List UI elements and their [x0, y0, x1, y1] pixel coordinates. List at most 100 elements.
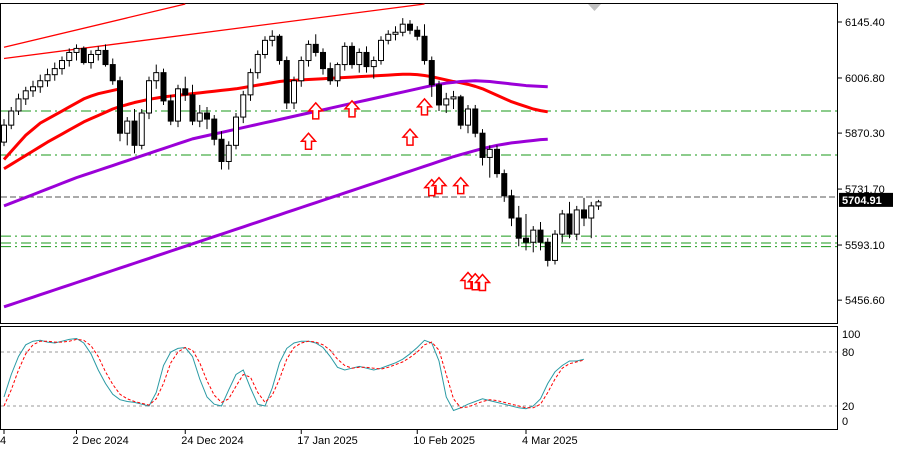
candle-body — [349, 45, 355, 66]
current-price-label: 5704.91 — [842, 195, 882, 207]
candle-body — [298, 60, 305, 82]
oscillator-tick-label: 100 — [842, 329, 860, 341]
candle-body — [530, 229, 537, 243]
candle-body — [494, 148, 500, 175]
candle-body — [182, 88, 189, 96]
candle-body — [552, 233, 558, 261]
moving-average-line — [3, 79, 548, 208]
candle-body — [392, 31, 399, 35]
candle-body — [399, 23, 406, 33]
oscillator-panel — [0, 326, 838, 430]
candle-body — [465, 108, 471, 126]
candle-body — [124, 120, 131, 134]
oscillator-tick-label: 80 — [842, 347, 854, 359]
up-arrow-icon — [401, 128, 419, 146]
candle-body — [1, 124, 7, 143]
up-arrow-icon — [343, 99, 361, 118]
candle-body — [479, 132, 486, 158]
up-arrow-icon — [452, 176, 470, 195]
candle-body — [523, 237, 529, 243]
candle-body — [160, 72, 167, 102]
candle-body — [515, 217, 522, 239]
candle-body — [262, 39, 268, 55]
candle-body — [247, 72, 254, 96]
candle-body — [138, 112, 145, 146]
candle-body — [109, 64, 116, 82]
candle-body — [204, 112, 210, 120]
candle-body — [385, 33, 392, 41]
time-tick-label: 24 Dec 2024 — [181, 435, 243, 447]
candle-body — [254, 53, 261, 74]
candle-body — [370, 60, 377, 68]
price-tick-label: 6006.80 — [845, 73, 885, 85]
candle-body — [291, 80, 297, 104]
candle-body — [421, 35, 428, 62]
time-tick-label: 10 Feb 2025 — [413, 435, 475, 447]
trend-line — [3, 3, 186, 48]
signal-arrows — [299, 97, 492, 292]
time-tick-label: 17 Jan 2025 — [297, 435, 358, 447]
candle-body — [356, 51, 363, 66]
candle-body — [443, 98, 450, 106]
candle-body — [189, 94, 196, 122]
price-axis: 6145.406006.805870.305731.705593.105456.… — [837, 17, 885, 307]
moving-averages — [3, 72, 548, 309]
candle-body — [44, 74, 51, 82]
oscillator-plot — [1, 337, 837, 412]
candle-body — [334, 64, 341, 82]
candle-body — [320, 51, 326, 70]
price-plot-area — [1, 3, 837, 309]
price-tick-label: 5870.30 — [845, 128, 885, 140]
candle-body — [117, 80, 123, 134]
candle-body — [218, 138, 225, 162]
candle-body — [276, 35, 283, 62]
candle-body — [363, 51, 370, 68]
candle-body — [240, 94, 247, 118]
candle-body — [37, 80, 44, 88]
candle-body — [167, 100, 174, 122]
oscillator-axis: 100 80 20 0 — [842, 329, 860, 428]
candle-body — [327, 68, 334, 82]
horizontal-levels — [1, 110, 837, 248]
candle-body — [472, 108, 479, 134]
candle-body — [233, 116, 239, 146]
candle-body — [22, 90, 29, 100]
up-arrow-icon — [415, 97, 434, 116]
candle-body — [131, 120, 138, 146]
oscillator-line — [3, 338, 585, 409]
candle-body — [15, 98, 22, 112]
up-arrow-icon — [473, 273, 492, 292]
candle-body — [501, 173, 508, 197]
candle-body — [486, 148, 493, 158]
candle-body — [312, 43, 319, 53]
candle-body — [73, 47, 80, 53]
time-axis: 4 2 Dec 2024 24 Dec 2024 17 Jan 2025 10 Feb … — [0, 430, 578, 447]
candle-body — [51, 68, 58, 76]
candle-body — [225, 144, 232, 162]
candle-body — [559, 213, 566, 235]
time-tick-label: 4 — [0, 435, 6, 447]
candle-body — [595, 201, 602, 207]
candle-body — [305, 43, 312, 62]
candle-body — [30, 86, 36, 92]
candle-body — [457, 96, 464, 126]
time-tick-label: 4 Mar 2025 — [522, 435, 578, 447]
moving-average-line — [3, 137, 548, 309]
time-tick-label: 2 Dec 2024 — [73, 435, 129, 447]
candle-body — [146, 80, 152, 114]
candle-body — [544, 241, 551, 261]
candle-body — [95, 49, 102, 55]
candle-body — [566, 213, 573, 235]
candle-body — [66, 51, 73, 62]
up-arrow-icon — [307, 101, 325, 120]
price-tick-label: 5593.10 — [845, 240, 885, 252]
candle-body — [8, 110, 15, 126]
price-tick-label: 6145.40 — [845, 17, 885, 29]
candle-body — [196, 112, 203, 122]
candle-body — [573, 209, 580, 235]
candle-body — [211, 118, 218, 140]
oscillator-tick-label: 20 — [842, 401, 854, 413]
channel-line — [2, 87, 121, 161]
candle-body — [378, 39, 384, 62]
